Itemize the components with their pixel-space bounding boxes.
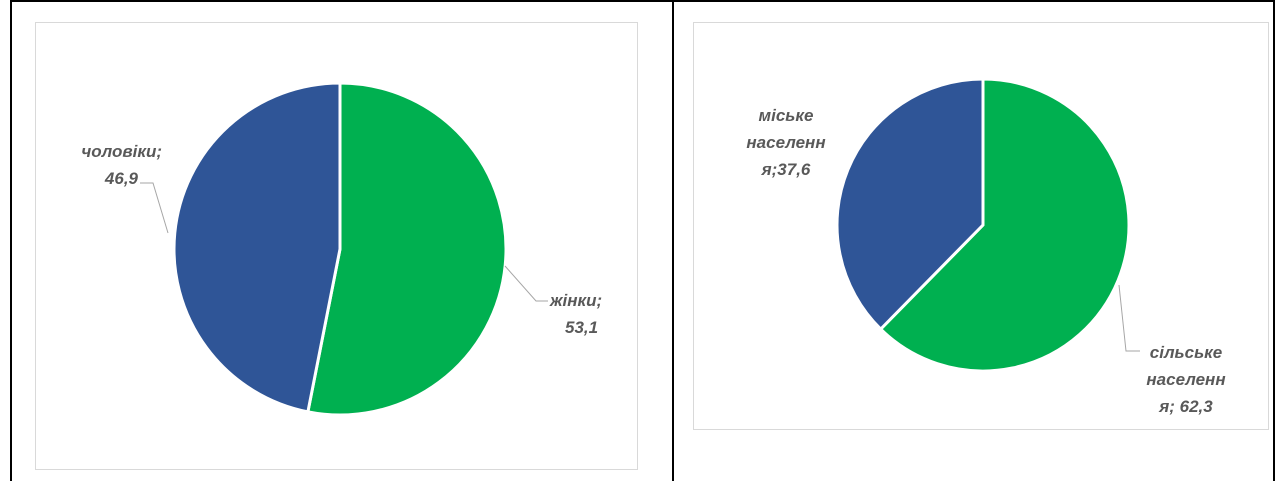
table-frame: [10, 0, 1275, 481]
label-urban-line-2: населенн: [746, 133, 826, 152]
label-women: жінки; 53,1: [550, 287, 602, 341]
pie-slice-urban: [835, 77, 985, 331]
label-urban: міське населенн я;37,6: [734, 102, 838, 183]
label-rural-line-1: сільське: [1149, 343, 1223, 362]
label-men-line-1: чоловіки;: [81, 142, 162, 161]
label-men: чоловіки; 46,9: [44, 138, 162, 192]
label-women-line-2: 53,1: [565, 318, 599, 337]
leader-line-women: [504, 265, 548, 302]
label-urban-line-3: я;37,6: [761, 160, 811, 179]
settlement-pie-chart: сільське населенн я; 62,3 міське населен…: [693, 22, 1269, 430]
label-women-line-1: жінки;: [550, 291, 603, 310]
gender-pie-svg: [140, 81, 548, 417]
label-urban-line-1: міське: [758, 106, 814, 125]
settlement-pie-svg: [835, 77, 1140, 373]
label-rural-line-2: населенн: [1146, 370, 1226, 389]
label-men-line-2: 46,9: [104, 169, 138, 188]
label-rural: сільське населенн я; 62,3: [1134, 339, 1238, 420]
leader-line-men: [140, 182, 169, 234]
pie-slice-rural: [879, 77, 1131, 373]
gender-pie-chart: жінки; 53,1 чоловіки; 46,9: [35, 22, 638, 470]
pie-slice-men: [172, 81, 342, 414]
label-rural-line-3: я; 62,3: [1159, 397, 1213, 416]
leader-line-rural: [1118, 284, 1140, 352]
pie-slice-women: [306, 81, 508, 417]
table-cell-divider: [672, 0, 674, 481]
